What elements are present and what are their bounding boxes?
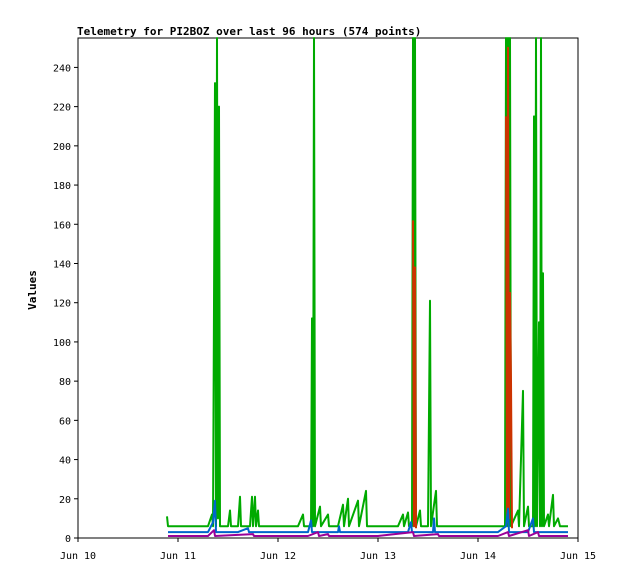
y-tick-label: 20	[59, 495, 71, 506]
x-tick-label: Jun 14	[460, 551, 496, 562]
y-tick-label: 240	[53, 63, 71, 74]
y-axis: 0 20 40 60 80 100 120 140 160 180 200 220 240	[53, 63, 78, 545]
x-tick-label: Jun 10	[60, 551, 96, 562]
x-tick-label: Jun 11	[160, 551, 196, 562]
y-tick-label: 80	[59, 377, 71, 388]
y-tick-label: 140	[53, 259, 71, 270]
y-tick-label: 220	[53, 103, 71, 114]
y-tick-label: 40	[59, 456, 71, 467]
x-tick-label: Jun 15	[560, 551, 596, 562]
x-tick-label: Jun 13	[360, 551, 396, 562]
x-axis: Jun 10 Jun 11 Jun 12 Jun 13 Jun 14 Jun 15	[60, 538, 596, 562]
y-tick-label: 0	[65, 534, 71, 545]
chart-title: Telemetry for PI2BOZ over last 96 hours …	[77, 25, 421, 38]
y-axis-label: Values	[26, 270, 39, 310]
x-tick-label: Jun 12	[260, 551, 296, 562]
y-tick-label: 160	[53, 220, 71, 231]
y-tick-label: 200	[53, 142, 71, 153]
y-tick-label: 120	[53, 299, 71, 310]
y-tick-label: 100	[53, 338, 71, 349]
series-line-2	[412, 220, 417, 529]
series-line-3	[168, 499, 568, 534]
y-tick-label: 180	[53, 181, 71, 192]
plot-area-frame	[77, 37, 579, 539]
y-tick-label: 60	[59, 416, 71, 427]
series-line-4	[168, 529, 568, 537]
series-layer	[166, 37, 568, 537]
